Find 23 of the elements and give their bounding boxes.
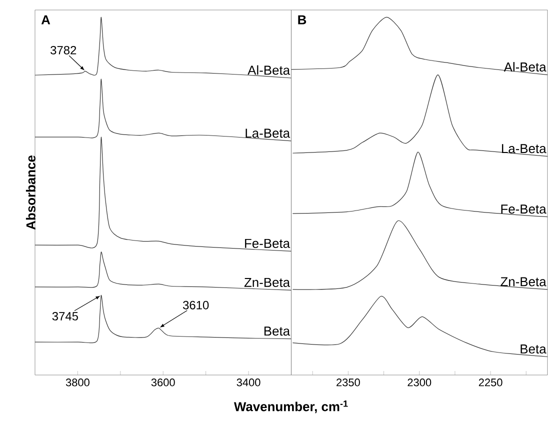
- annotation: 3782: [50, 46, 76, 54]
- y-axis-title: Absorbance: [26, 156, 36, 230]
- series-label: La-Beta: [246, 128, 290, 138]
- series-label: Beta: [264, 326, 290, 336]
- x-tick-label: 2350: [336, 378, 360, 386]
- x-tick-label: 2250: [478, 378, 502, 386]
- series-label: Fe-Beta: [245, 238, 290, 248]
- series-label: Al-Beta: [504, 62, 546, 72]
- annotation: A: [41, 15, 50, 24]
- x-axis-title: Wavenumber, cm$^{-1}$: [234, 400, 348, 414]
- x-tick-label: 3600: [151, 378, 175, 386]
- series-label: Beta: [520, 344, 546, 354]
- series-label: Zn-Beta: [244, 278, 290, 287]
- x-tick-label: 3800: [66, 378, 90, 386]
- series-label: La-Beta: [502, 144, 546, 154]
- annotation: 3745: [52, 312, 78, 320]
- annotation: B: [298, 15, 306, 24]
- annotation: 3610: [183, 300, 209, 310]
- series-label: Zn-Beta: [500, 277, 546, 286]
- x-tick-label: 2300: [408, 378, 432, 386]
- x-tick-label: 3400: [236, 378, 260, 386]
- series-label: Fe-Beta: [501, 204, 546, 214]
- series-label: Al-Beta: [248, 65, 290, 75]
